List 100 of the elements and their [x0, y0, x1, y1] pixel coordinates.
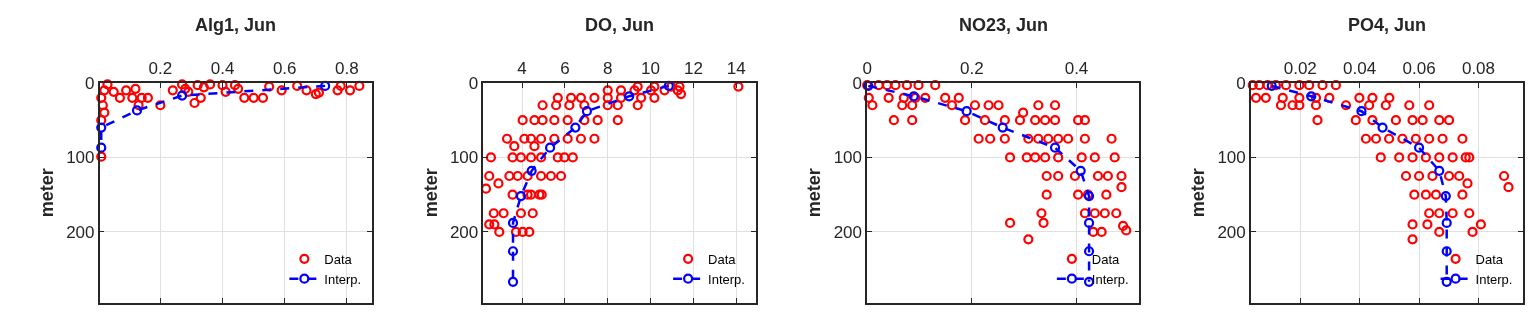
point: [167, 85, 178, 96]
legend-label: Data: [324, 251, 353, 267]
y-axis-title: meter: [1188, 168, 1209, 218]
x-tick-label: 0.2: [960, 59, 984, 79]
y-tick-label: 100: [449, 148, 479, 168]
x-tick-label: 0.6: [272, 59, 297, 79]
point: [310, 88, 321, 100]
point: [177, 90, 188, 101]
point: [1075, 165, 1086, 176]
chart-title: NO23, Jun: [959, 15, 1049, 35]
x-tick-label: 0.02: [1283, 59, 1317, 79]
point: [220, 86, 231, 97]
point: [515, 191, 527, 202]
point: [1377, 122, 1388, 133]
point: [581, 106, 593, 117]
point: [239, 92, 250, 103]
y-axis-title: meter: [36, 168, 57, 218]
y-axis-title: meter: [420, 168, 441, 218]
point: [570, 122, 581, 133]
point: [96, 142, 107, 153]
y-tick-label: 100: [66, 148, 95, 168]
point: [961, 106, 972, 117]
point: [127, 92, 138, 103]
point: [1440, 191, 1451, 202]
point: [99, 107, 110, 118]
y-tick-label: 0: [85, 73, 95, 93]
point: [192, 80, 203, 91]
x-tick-label: 6: [560, 59, 570, 79]
legend-label: Data: [1475, 251, 1504, 267]
y-tick-label: 200: [66, 222, 95, 242]
point: [1083, 217, 1095, 229]
point: [335, 80, 346, 91]
point: [136, 92, 147, 103]
point: [1356, 106, 1367, 117]
point: [97, 100, 108, 111]
point: [96, 92, 107, 103]
point: [102, 79, 113, 90]
point: [96, 115, 107, 126]
y-tick-label: 200: [833, 222, 863, 242]
legend-label: Data: [708, 251, 737, 267]
chart-title: DO, Jun: [585, 15, 655, 35]
x-tick-label: 4: [517, 59, 527, 79]
point: [155, 100, 166, 111]
point: [313, 87, 325, 98]
y-tick-label: 200: [449, 222, 479, 242]
point: [507, 276, 519, 287]
point: [1441, 276, 1452, 287]
x-tick-label: 0.4: [210, 59, 235, 79]
legend-label: Interp.: [1475, 271, 1513, 287]
point: [96, 122, 107, 133]
x-tick-label: 0.4: [1064, 59, 1089, 79]
point: [114, 92, 125, 103]
legend-label: Data: [1091, 251, 1121, 267]
point: [276, 85, 287, 96]
legend-label: Interp.: [708, 271, 745, 287]
x-tick-label: 0.2: [148, 59, 173, 79]
point: [1441, 246, 1452, 257]
point: [133, 100, 144, 111]
legend-label: Interp.: [324, 271, 362, 287]
point: [1306, 91, 1317, 102]
legend-label: Interp.: [1091, 271, 1129, 287]
point: [1413, 142, 1425, 153]
x-tick-label: 0.06: [1402, 59, 1436, 79]
point: [292, 80, 303, 91]
y-axis-title: meter: [804, 168, 825, 218]
x-tick-label: 8: [602, 59, 613, 79]
x-tick-label: 14: [726, 59, 746, 79]
point: [1049, 142, 1061, 153]
x-tick-label: 10: [641, 59, 661, 79]
point: [544, 142, 556, 153]
point: [121, 85, 132, 96]
y-tick-label: 200: [1217, 222, 1246, 242]
point: [177, 79, 188, 90]
point: [96, 151, 107, 162]
y-tick-label: 100: [833, 148, 863, 168]
chart-title: Alg1, Jun: [195, 15, 277, 35]
y-tick-label: 0: [468, 73, 479, 93]
point: [108, 86, 119, 97]
point: [624, 91, 635, 102]
x-tick-label: 0.08: [1461, 59, 1496, 79]
point: [142, 92, 153, 103]
point: [99, 85, 110, 96]
point: [189, 97, 200, 109]
x-tick-label: 12: [683, 59, 703, 79]
y-tick-label: 100: [1217, 148, 1246, 168]
point: [301, 85, 312, 96]
x-tick-label: 0.04: [1343, 59, 1377, 79]
point: [217, 80, 228, 91]
point: [1083, 246, 1095, 257]
point: [130, 83, 141, 94]
point: [131, 105, 143, 116]
point: [198, 82, 209, 93]
point: [248, 92, 259, 103]
point: [320, 80, 331, 91]
point: [507, 246, 519, 257]
y-tick-label: 0: [852, 73, 863, 93]
point: [204, 79, 216, 90]
point: [1266, 80, 1277, 91]
point: [1441, 217, 1452, 229]
point: [1434, 165, 1445, 176]
